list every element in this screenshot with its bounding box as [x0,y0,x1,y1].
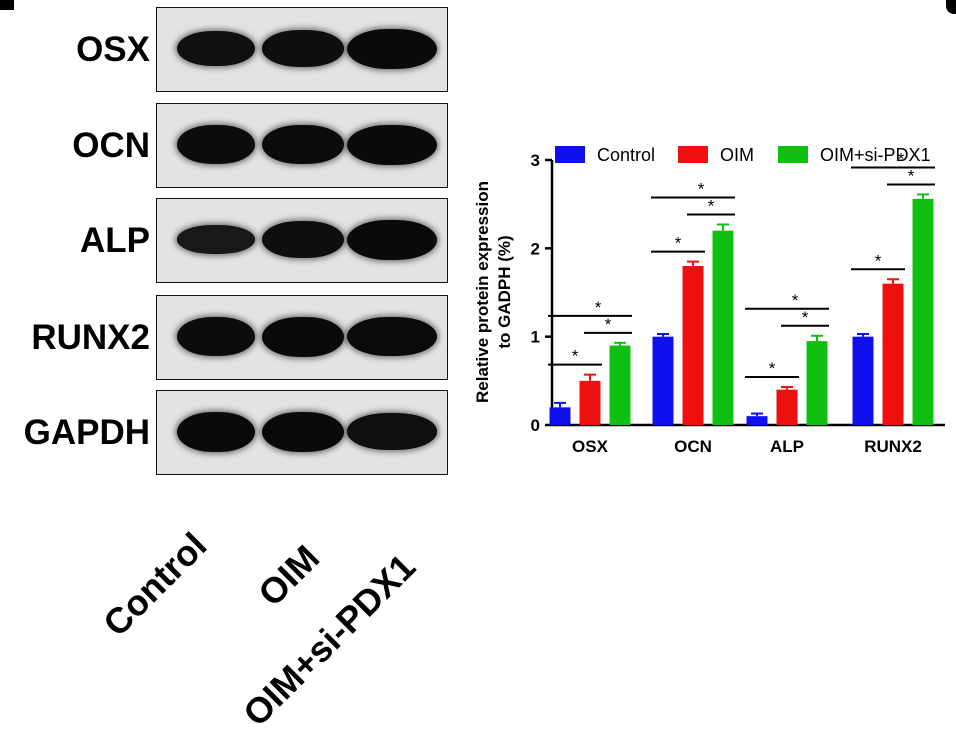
x-tick-label: ALP [770,437,804,456]
blot-band [262,316,344,357]
y-tick-label: 0 [531,416,540,435]
blot-band [347,316,437,357]
bar [652,336,674,425]
significance-marker: * [675,234,682,253]
blot-band [177,225,255,254]
significance-marker: * [792,291,799,310]
bar [776,389,798,425]
blot-row-label: GAPDH [23,412,150,452]
x-tick-label: OSX [572,437,609,456]
blot-band [347,124,437,165]
legend-label: OIM+si-PDX1 [820,145,931,165]
bar [579,380,601,425]
blot-band [177,317,255,356]
panel-letter-c [946,0,956,14]
bar-chart: 0 1 2 3 Relative protein expression to GADPH … [473,145,945,456]
y-tick-label: 2 [531,239,540,258]
blot-band [262,124,344,165]
legend-swatch [555,146,585,163]
x-tick-label: RUNX2 [864,437,922,456]
y-axis-label: Relative protein expression [473,181,492,403]
blot-band [347,413,437,450]
bar [882,283,904,425]
blot-band [347,28,437,69]
legend-swatch [678,146,708,163]
blot-band [177,411,255,452]
significance-marker: * [769,359,776,378]
blot-band [177,125,255,164]
y-axis-label: to GADPH (%) [495,235,514,348]
significance-marker: * [595,298,602,317]
x-tick-label: OCN [674,437,712,456]
bar [852,336,874,425]
blot-panel [156,7,448,92]
y-tick-label: 3 [531,151,540,170]
blot-panel [156,390,448,475]
blot-panel [156,295,448,380]
significance-marker: * [875,251,882,270]
bar [806,341,828,425]
blot-row-label: OCN [72,125,150,165]
blot-row-label: OSX [76,29,150,69]
blot-band [262,30,344,67]
bar [712,230,734,425]
bar [912,198,934,425]
legend-label: OIM [720,145,754,165]
blot-row-label: RUNX2 [31,317,150,357]
blot-band [262,221,344,258]
significance-marker: * [708,196,715,215]
legend-swatch [778,146,808,163]
blot-panel [156,103,448,188]
significance-marker: * [898,149,905,168]
panel-letter-a [0,0,14,10]
bar [682,266,704,425]
bar [746,416,768,425]
significance-marker: * [572,347,579,366]
significance-marker: * [605,315,612,334]
bar [609,345,631,425]
blot-band [177,30,255,67]
significance-marker: * [908,166,915,185]
blot-band [347,219,437,260]
significance-marker: * [698,179,705,198]
bar [549,407,571,425]
legend-label: Control [597,145,655,165]
significance-marker: * [802,308,809,327]
blot-row-label: ALP [80,220,150,260]
blot-panel [156,198,448,283]
y-tick-label: 1 [531,328,540,347]
blot-band [262,411,344,452]
